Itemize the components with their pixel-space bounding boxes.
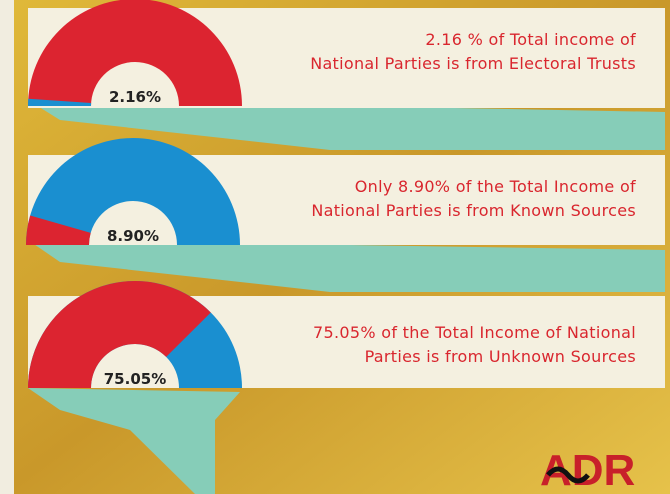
caption: Only 8.90% of the Total Income of — [355, 177, 636, 196]
gauge-track — [28, 0, 242, 106]
gauge-segment — [28, 281, 211, 388]
caption: 2.16 % of Total income of — [425, 30, 636, 49]
gauge-segment — [26, 215, 91, 245]
left-margin — [0, 0, 14, 494]
caption: National Parties is from Electoral Trust… — [310, 54, 636, 73]
gauge-label: 2.16% — [109, 88, 161, 106]
caption: National Parties is from Known Sources — [311, 201, 636, 220]
logo-swoosh — [546, 466, 590, 484]
ribbon — [28, 388, 240, 494]
gauge-track — [26, 138, 240, 245]
ribbon — [28, 100, 665, 150]
ribbon — [28, 240, 665, 292]
gauge-label: 75.05% — [104, 370, 166, 388]
caption: 75.05% of the Total Income of National — [313, 323, 636, 342]
gauge-label: 8.90% — [107, 227, 159, 245]
gauge-segment — [28, 98, 92, 106]
caption: Parties is from Unknown Sources — [365, 347, 636, 366]
